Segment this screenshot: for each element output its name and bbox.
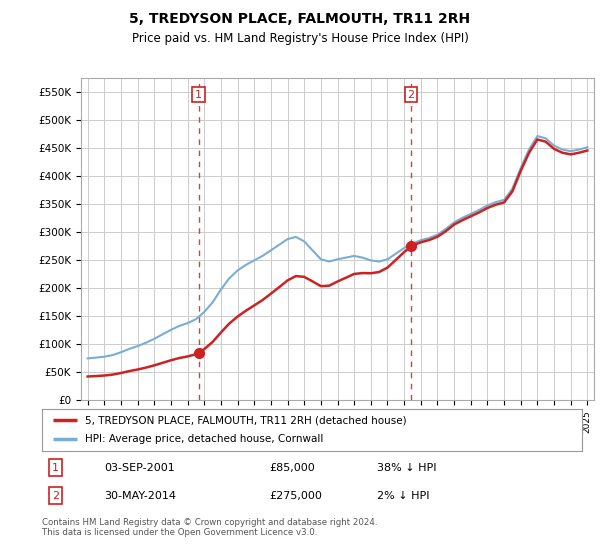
Text: 2: 2 [407, 90, 415, 100]
Text: 30-MAY-2014: 30-MAY-2014 [104, 491, 176, 501]
Text: 2: 2 [52, 491, 59, 501]
Text: 38% ↓ HPI: 38% ↓ HPI [377, 463, 436, 473]
Text: £275,000: £275,000 [269, 491, 322, 501]
Text: 03-SEP-2001: 03-SEP-2001 [104, 463, 175, 473]
Text: Contains HM Land Registry data © Crown copyright and database right 2024.
This d: Contains HM Land Registry data © Crown c… [42, 518, 377, 538]
Text: 1: 1 [52, 463, 59, 473]
Text: 5, TREDYSON PLACE, FALMOUTH, TR11 2RH: 5, TREDYSON PLACE, FALMOUTH, TR11 2RH [130, 12, 470, 26]
Text: 2% ↓ HPI: 2% ↓ HPI [377, 491, 430, 501]
Text: Price paid vs. HM Land Registry's House Price Index (HPI): Price paid vs. HM Land Registry's House … [131, 32, 469, 45]
Text: 5, TREDYSON PLACE, FALMOUTH, TR11 2RH (detached house): 5, TREDYSON PLACE, FALMOUTH, TR11 2RH (d… [85, 415, 407, 425]
Text: HPI: Average price, detached house, Cornwall: HPI: Average price, detached house, Corn… [85, 435, 323, 445]
Text: 1: 1 [195, 90, 202, 100]
Text: £85,000: £85,000 [269, 463, 314, 473]
